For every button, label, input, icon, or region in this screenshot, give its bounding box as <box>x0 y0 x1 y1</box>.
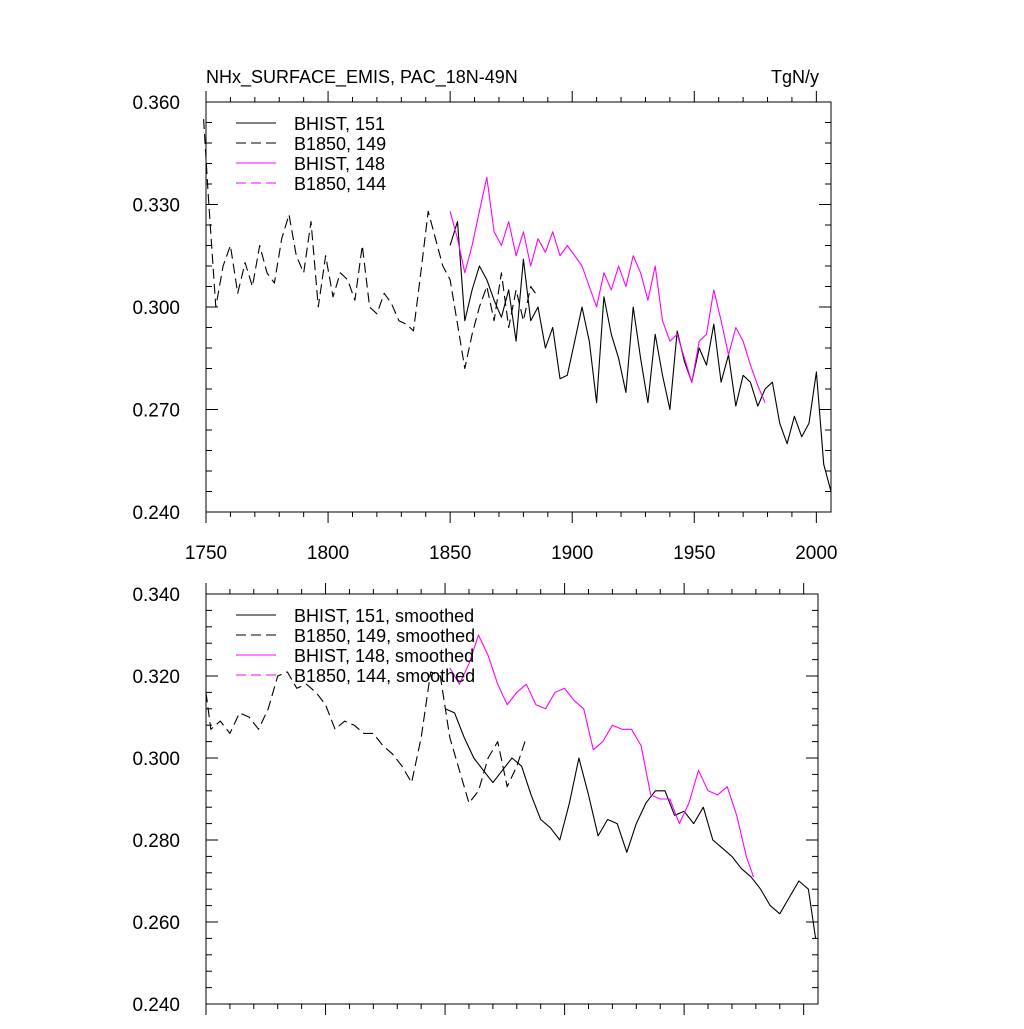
legend-label: BHIST, 148 <box>294 154 385 174</box>
series-line-1 <box>205 671 527 804</box>
y-tick-label: 0.300 <box>132 749 180 770</box>
plot-frame <box>205 593 819 1005</box>
y-tick-label: 0.240 <box>132 503 180 524</box>
y-tick-label: 0.300 <box>132 298 180 319</box>
legend-label: BHIST, 151 <box>294 114 385 134</box>
x-tick-label: 1750 <box>185 543 227 564</box>
legend-label: B1850, 144 <box>294 174 386 194</box>
legend-label: B1850, 149, smoothed <box>294 626 475 646</box>
x-tick-label: 1950 <box>673 543 715 564</box>
y-tick-label: 0.280 <box>132 831 180 852</box>
x-tick-label: 1800 <box>307 543 349 564</box>
y-tick-label: 0.270 <box>132 401 180 422</box>
series-line-0 <box>449 221 832 492</box>
y-tick-label: 0.360 <box>132 93 180 114</box>
y-tick-label: 0.340 <box>132 585 180 606</box>
legend-label: B1850, 149 <box>294 134 386 154</box>
y-tick-label: 0.320 <box>132 667 180 688</box>
legend-label: BHIST, 151, smoothed <box>294 606 474 626</box>
y-tick-label: 0.240 <box>132 995 180 1016</box>
legend-label: B1850, 144, smoothed <box>294 666 475 686</box>
series-line-2 <box>449 176 766 403</box>
chart-title: NHx_SURFACE_EMIS, PAC_18N-49N <box>206 67 518 88</box>
series-line-1 <box>203 119 539 370</box>
series-line-2 <box>449 634 755 878</box>
top-panel: 0.240 0.270 0.300 0.330 0.360 1750 1800 1850 190… <box>132 67 837 564</box>
y-tick-label: 0.260 <box>132 913 180 934</box>
units-label: TgN/y <box>771 67 819 87</box>
legend-label: BHIST, 148, smoothed <box>294 646 474 666</box>
x-tick-label: 1850 <box>429 543 471 564</box>
x-tick-label: 2000 <box>795 543 837 564</box>
y-tick-label: 0.330 <box>132 196 180 217</box>
x-tick-label: 1900 <box>551 543 593 564</box>
bottom-panel: 0.240 0.260 0.280 0.300 0.320 0.340 BHIST, 151… <box>132 583 819 1016</box>
series-line-0 <box>444 708 817 939</box>
